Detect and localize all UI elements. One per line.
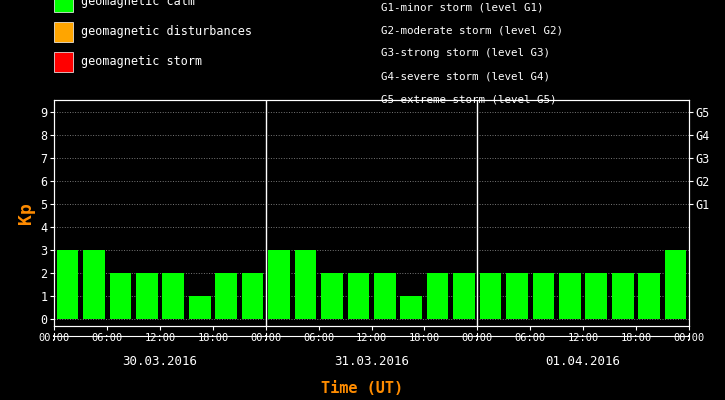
- Text: 01.04.2016: 01.04.2016: [545, 355, 621, 368]
- Bar: [189, 296, 210, 319]
- Text: 31.03.2016: 31.03.2016: [334, 355, 409, 368]
- Bar: [83, 250, 105, 319]
- Bar: [533, 273, 554, 319]
- Bar: [347, 273, 369, 319]
- Bar: [241, 273, 263, 319]
- Bar: [321, 273, 343, 319]
- Text: geomagnetic storm: geomagnetic storm: [81, 56, 202, 68]
- Text: geomagnetic disturbances: geomagnetic disturbances: [81, 26, 252, 38]
- Y-axis label: Kp: Kp: [17, 202, 35, 224]
- Bar: [294, 250, 316, 319]
- Text: G2-moderate storm (level G2): G2-moderate storm (level G2): [381, 25, 563, 35]
- Bar: [453, 273, 475, 319]
- Text: geomagnetic calm: geomagnetic calm: [81, 0, 195, 8]
- Text: G5-extreme storm (level G5): G5-extreme storm (level G5): [381, 95, 556, 105]
- Bar: [109, 273, 131, 319]
- Bar: [162, 273, 184, 319]
- Bar: [665, 250, 687, 319]
- Text: G4-severe storm (level G4): G4-severe storm (level G4): [381, 72, 550, 82]
- Bar: [268, 250, 290, 319]
- Bar: [559, 273, 581, 319]
- Bar: [638, 273, 660, 319]
- Text: 30.03.2016: 30.03.2016: [123, 355, 198, 368]
- Bar: [400, 296, 422, 319]
- Text: Time (UT): Time (UT): [321, 381, 404, 396]
- Bar: [506, 273, 528, 319]
- Bar: [136, 273, 158, 319]
- Text: G1-minor storm (level G1): G1-minor storm (level G1): [381, 2, 543, 12]
- Bar: [427, 273, 449, 319]
- Bar: [480, 273, 502, 319]
- Bar: [215, 273, 237, 319]
- Bar: [57, 250, 78, 319]
- Bar: [585, 273, 607, 319]
- Text: G3-strong storm (level G3): G3-strong storm (level G3): [381, 48, 550, 58]
- Bar: [374, 273, 396, 319]
- Bar: [612, 273, 634, 319]
